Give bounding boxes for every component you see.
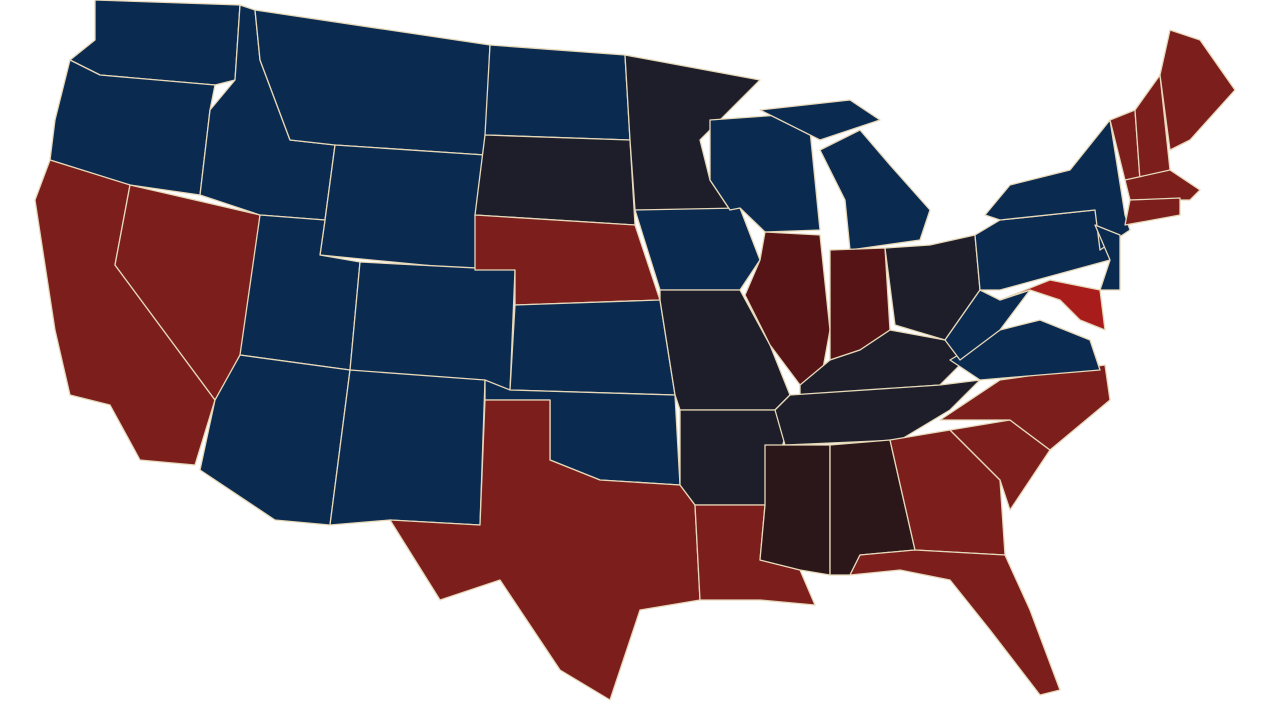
state-region — [774, 379, 981, 446]
state-region — [759, 99, 881, 141]
state-region — [889, 429, 1006, 556]
state-region — [484, 44, 631, 141]
state-region — [1124, 169, 1201, 201]
state-region — [634, 207, 761, 291]
states — [34, 0, 1236, 701]
state-region — [1124, 197, 1181, 226]
state-region — [1094, 224, 1121, 291]
state-region — [999, 279, 1106, 331]
state-region — [949, 419, 1051, 511]
state-region — [319, 144, 486, 271]
state-region — [939, 364, 1111, 451]
state-region — [849, 549, 1061, 696]
state-region — [509, 299, 676, 396]
state-region — [329, 369, 486, 526]
state-region — [474, 134, 636, 226]
state-region — [819, 129, 931, 251]
state-region — [349, 261, 516, 391]
state-region — [1159, 29, 1236, 151]
state-region — [759, 444, 831, 576]
state-region — [389, 399, 701, 701]
